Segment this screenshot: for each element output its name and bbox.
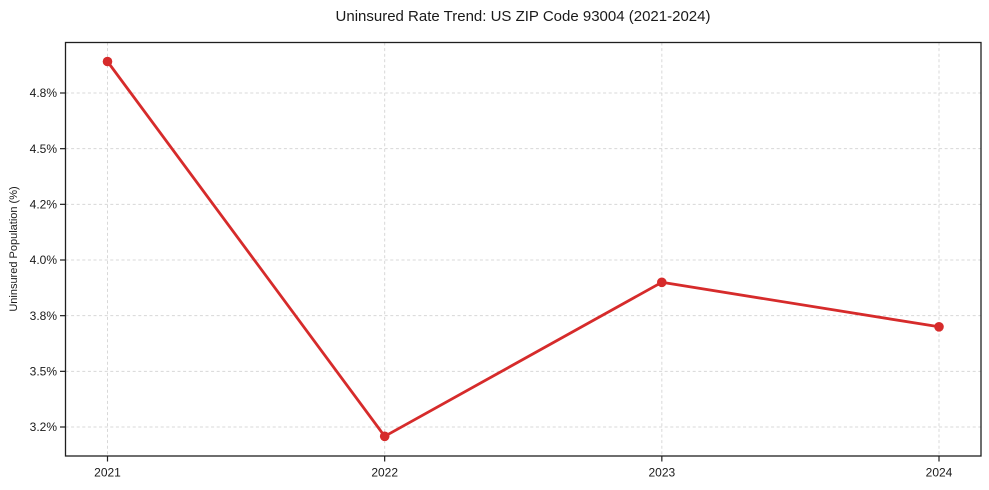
plot-border bbox=[64, 41, 982, 457]
chart-title: Uninsured Rate Trend: US ZIP Code 93004 … bbox=[335, 8, 711, 25]
x-tick-label: 2022 bbox=[371, 466, 398, 480]
y-tick-label: 3.5% bbox=[30, 365, 58, 379]
y-tick-label: 4.8% bbox=[30, 86, 58, 100]
y-tick-label: 3.2% bbox=[30, 420, 58, 434]
data-point-marker bbox=[934, 322, 944, 332]
data-point-marker bbox=[657, 277, 667, 288]
x-tick-label: 2024 bbox=[926, 466, 953, 480]
data-point-marker bbox=[102, 56, 113, 67]
y-tick-label: 4.5% bbox=[30, 142, 58, 156]
y-tick-label: 3.8% bbox=[30, 309, 58, 323]
y-tick-label: 4.0% bbox=[30, 253, 58, 267]
trend-line bbox=[106, 60, 941, 438]
x-tick-label: 2023 bbox=[648, 466, 675, 480]
x-tick-label: 2021 bbox=[94, 466, 121, 480]
data-point-marker bbox=[379, 431, 390, 442]
y-tick-label: 4.2% bbox=[30, 198, 58, 212]
